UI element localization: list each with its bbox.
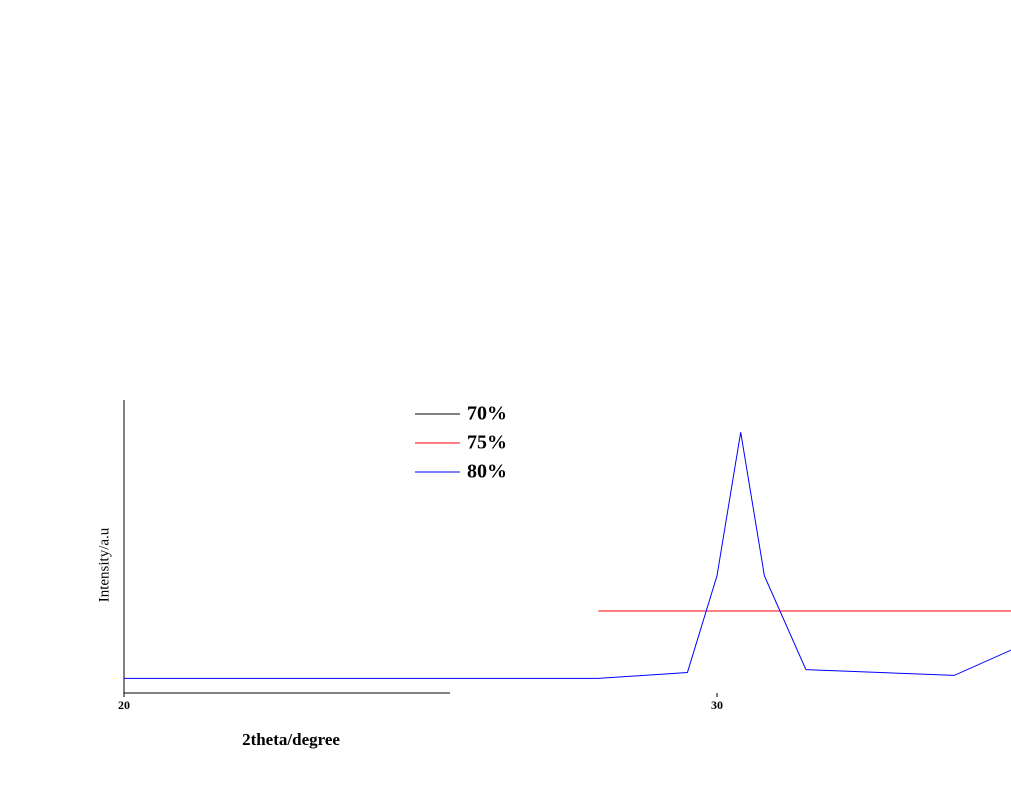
x-axis-label: 2theta/degree	[242, 730, 340, 749]
legend-label: 75%	[467, 432, 507, 454]
series-line	[598, 610, 1011, 612]
legend-label: 80%	[467, 461, 507, 483]
legend-label: 70%	[467, 403, 507, 425]
series-line	[124, 432, 1011, 679]
x-tick-label: 20	[118, 698, 130, 712]
y-axis-label: Intensity/a.u	[96, 527, 112, 602]
x-tick-label: 30	[711, 698, 723, 712]
